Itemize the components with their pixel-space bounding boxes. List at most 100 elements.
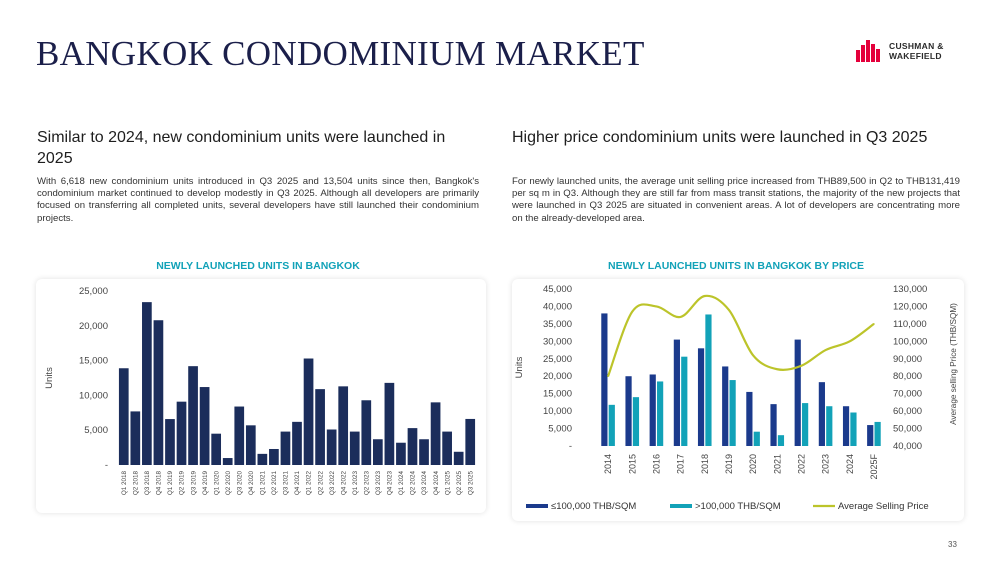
y-tick-label: 25,000 [543, 354, 572, 365]
average-price-point [655, 305, 658, 308]
y-tick-label: 30,000 [543, 336, 572, 347]
x-tick-label: Q3 2023 [375, 471, 382, 496]
bar-high-price [777, 435, 785, 446]
y-tick-label: 5,000 [548, 424, 572, 435]
average-price-point [873, 323, 875, 325]
x-tick-label: Q2 2018 [133, 471, 140, 496]
x-tick-label: Q3 2021 [283, 471, 290, 496]
average-price-point [752, 354, 754, 357]
y-tick-label: 15,000 [543, 389, 572, 400]
bar [153, 320, 164, 465]
left-body-text: With 6,618 new condominium units introdu… [37, 176, 479, 224]
x-tick-label: Q4 2024 [433, 471, 440, 496]
x-tick-label: Q3 2020 [236, 471, 243, 496]
x-tick-label: 2020 [748, 454, 758, 474]
y2-tick-label: 90,000 [893, 354, 922, 365]
bar-high-price [802, 403, 809, 446]
x-tick-label: 2014 [603, 454, 613, 474]
logo-line-1: CUSHMAN & [889, 41, 944, 51]
bar [280, 431, 291, 465]
bar [211, 433, 222, 465]
y2-tick-label: 130,000 [893, 284, 927, 295]
x-tick-label: Q4 2020 [248, 471, 255, 496]
average-price-point [631, 310, 634, 313]
bar [234, 406, 245, 465]
bar-high-price [826, 406, 833, 446]
bar-low-price [649, 374, 656, 446]
x-tick-label: Q3 2025 [467, 471, 474, 496]
y-tick-label: - [569, 441, 572, 452]
x-tick-label: Q1 2022 [306, 471, 313, 496]
bar-low-price [625, 376, 632, 446]
x-tick-label: Q1 2023 [352, 471, 359, 496]
x-tick-label: Q1 2020 [213, 471, 220, 496]
y-tick-label: 20,000 [79, 321, 108, 332]
bar [292, 421, 302, 465]
bar-high-price [729, 380, 736, 446]
x-tick-label: Q3 2024 [421, 471, 428, 496]
average-price-point [824, 349, 827, 351]
left-heading: Similar to 2024, new condominium units w… [37, 129, 446, 167]
cushman-wakefield-logo-icon [856, 40, 880, 62]
bar-high-price [874, 421, 881, 446]
y2-tick-label: 80,000 [893, 371, 922, 382]
bar-low-price [842, 406, 850, 446]
bar [165, 419, 175, 465]
average-price-point [679, 316, 682, 318]
x-tick-label: Q3 2022 [329, 471, 336, 496]
bar-high-price [632, 397, 640, 446]
x-tick-label: Q2 2023 [363, 471, 370, 496]
x-tick-label: Q3 2018 [144, 471, 151, 496]
bar [303, 358, 314, 465]
bar-low-price [770, 404, 777, 446]
bar [372, 439, 383, 465]
bar [442, 431, 452, 465]
bar [118, 368, 129, 465]
bar [326, 429, 337, 465]
bar-high-price [705, 314, 712, 446]
y-tick-label: 25,000 [79, 286, 108, 297]
bar-low-price [794, 339, 801, 446]
bar-high-price [850, 412, 857, 446]
bar-high-price [608, 404, 615, 446]
right-heading: Higher price condominium units were laun… [512, 129, 928, 146]
legend-label-low-price: ≤100,000 THB/SQM [551, 501, 636, 512]
x-tick-label: 2015 [627, 454, 637, 474]
y2-tick-label: 50,000 [893, 424, 922, 435]
y2-tick-label: 60,000 [893, 406, 922, 417]
logo-line-2: WAKEFIELD [889, 51, 942, 61]
bar-low-price [867, 425, 874, 446]
x-tick-label: 2022 [796, 454, 806, 474]
y-axis-label: Units [514, 356, 525, 378]
x-tick-label: 2017 [676, 454, 686, 474]
bar-low-price [697, 348, 705, 446]
bar [361, 400, 372, 465]
x-tick-label: 2023 [821, 454, 831, 474]
x-tick-label: Q2 2025 [456, 471, 463, 496]
right-chart-title: NEWLY LAUNCHED UNITS IN BANGKOK BY PRICE [608, 260, 864, 272]
average-price-point [800, 364, 803, 367]
average-price-point [848, 340, 851, 343]
bar-low-price [722, 366, 729, 446]
left-chart-card: - 5,000 10,000 15,000 20,000 25,000 Units Q1 20… [36, 279, 486, 513]
x-tick-label: Q4 2023 [387, 471, 394, 496]
units-by-price-chart: - 5,000 10,000 15,000 20,000 25,000 30,000 35,0… [514, 284, 958, 512]
cushman-wakefield-logo: CUSHMAN & WAKEFIELD [856, 40, 966, 66]
bar [245, 425, 256, 465]
bar [384, 382, 395, 465]
right-body-text: For newly launched units, the average un… [512, 176, 960, 224]
x-tick-label: 2024 [845, 454, 855, 474]
y-tick-label: 10,000 [79, 390, 108, 401]
bar-low-price [673, 339, 680, 446]
x-tick-label: 2016 [651, 454, 661, 474]
x-tick-label: Q4 2018 [156, 471, 163, 496]
x-tick-label: Q2 2019 [179, 471, 186, 496]
bar [430, 402, 441, 465]
x-tick-label: Q1 2021 [260, 471, 267, 496]
x-tick-label: 2018 [700, 454, 710, 474]
bar [222, 458, 233, 465]
bar [199, 387, 210, 465]
y2-tick-label: 40,000 [893, 441, 922, 452]
y-tick-label: 10,000 [543, 406, 572, 417]
average-price-point [703, 295, 706, 297]
